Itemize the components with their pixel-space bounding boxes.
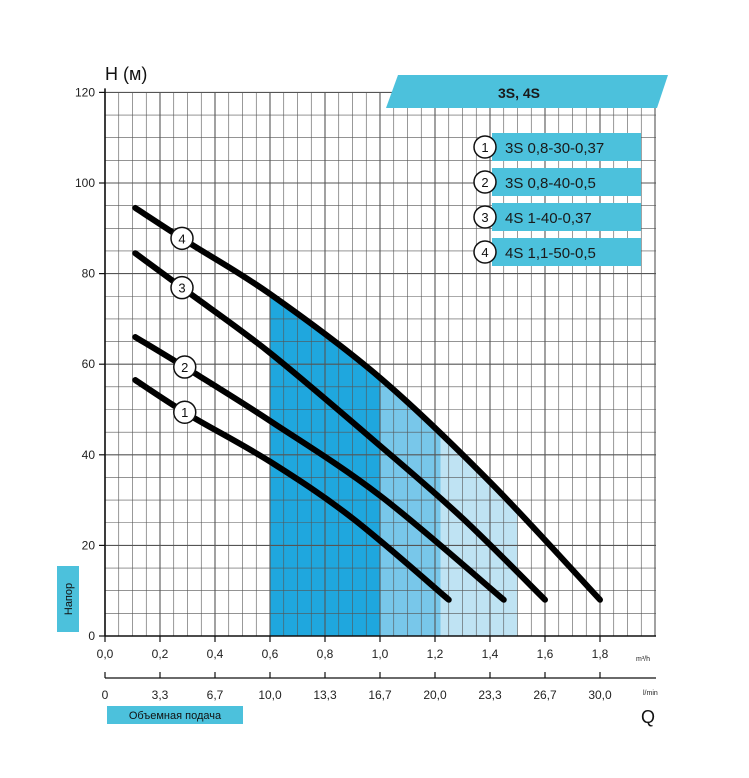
y-tick-label: 0 bbox=[88, 629, 95, 643]
legend-marker-label-3: 3 bbox=[481, 210, 488, 225]
x-ticks-secondary-group: 0 3,3 6,7 10,0 13,3 16,7 20,0 23,3 26,7 30,0 bbox=[102, 672, 612, 702]
x-unit-secondary: l/min bbox=[643, 690, 658, 697]
x-tick-label-secondary: 30,0 bbox=[588, 688, 612, 702]
legend-marker-2 bbox=[473, 170, 497, 194]
y-tick-label: 100 bbox=[75, 176, 95, 190]
curve-marker-1 bbox=[173, 400, 197, 424]
curve-markers-group: 1 2 3 4 bbox=[170, 226, 197, 424]
legend-label-2: 3S 0,8-40-0,5 bbox=[505, 175, 596, 192]
y-tick-label: 60 bbox=[82, 357, 96, 371]
legend-box-4 bbox=[492, 238, 641, 266]
legend-marker-label-2: 2 bbox=[481, 175, 488, 190]
legend-marker-1 bbox=[473, 135, 497, 159]
x-tick-label-secondary: 3,3 bbox=[152, 688, 169, 702]
title-banner bbox=[386, 75, 668, 108]
curve-marker-label-3: 3 bbox=[178, 281, 185, 296]
x-tick-label: 1,0 bbox=[372, 647, 389, 661]
x-tick-label: 0,8 bbox=[317, 647, 334, 661]
y-tick-label: 20 bbox=[82, 538, 96, 552]
legend-marker-label-1: 1 bbox=[481, 140, 488, 155]
y-tick-label: 40 bbox=[82, 448, 96, 462]
x-tick-label-secondary: 20,0 bbox=[423, 688, 447, 702]
legend-box-2 bbox=[492, 168, 641, 196]
x-axis-tag: Объемная подача bbox=[129, 710, 222, 722]
legend-box-3 bbox=[492, 203, 641, 231]
x-unit-primary: m³/h bbox=[636, 656, 650, 663]
legend-marker-label-4: 4 bbox=[481, 245, 488, 260]
y-axis-title: H (м) bbox=[105, 64, 147, 84]
legend-label-4: 4S 1,1-50-0,5 bbox=[505, 245, 596, 262]
curve-marker-3 bbox=[170, 275, 194, 300]
x-tick-label: 1,4 bbox=[482, 647, 499, 661]
curve-marker-4 bbox=[170, 226, 194, 251]
y-side-tag: Напор bbox=[63, 583, 75, 615]
legend-label-3: 4S 1-40-0,37 bbox=[505, 210, 592, 227]
curve-marker-label-4: 4 bbox=[178, 231, 185, 246]
y-tick-label: 80 bbox=[82, 267, 96, 281]
y-tick-label: 120 bbox=[75, 85, 95, 99]
x-tick-label-secondary: 13,3 bbox=[313, 688, 337, 702]
curve-marker-2 bbox=[173, 355, 197, 379]
x-tick-label-secondary: 0 bbox=[102, 688, 109, 702]
x-tick-label-secondary: 26,7 bbox=[533, 688, 557, 702]
x-tick-label: 1,6 bbox=[537, 647, 554, 661]
x-tick-label: 0,4 bbox=[207, 647, 224, 661]
x-tick-label: 1,2 bbox=[427, 647, 444, 661]
x-tick-label: 0,6 bbox=[262, 647, 279, 661]
legend-box-1 bbox=[492, 133, 641, 161]
x-ticks-primary-group: 0,0 0,2 0,4 0,6 0,8 1,0 1,2 1,4 1,6 1,8 bbox=[97, 636, 609, 661]
legend-marker-3 bbox=[473, 205, 497, 229]
x-tick-label-secondary: 6,7 bbox=[207, 688, 224, 702]
y-ticks-group: 0 20 40 60 80 100 120 bbox=[75, 85, 105, 643]
x-tick-label-secondary: 10,0 bbox=[258, 688, 282, 702]
curve-marker-label-2: 2 bbox=[181, 360, 188, 375]
legend-group: 1 3S 0,8-30-0,37 2 3S 0,8-40-0,5 3 4S 1-40-0,… bbox=[473, 133, 641, 266]
x-tick-label-secondary: 23,3 bbox=[478, 688, 502, 702]
curve-marker-label-1: 1 bbox=[181, 405, 188, 420]
x-tick-label: 0,2 bbox=[152, 647, 169, 661]
x-tick-label-secondary: 16,7 bbox=[368, 688, 392, 702]
x-tick-label: 1,8 bbox=[592, 647, 609, 661]
x-axis-symbol: Q bbox=[641, 707, 655, 727]
y-side-tag-box bbox=[57, 566, 79, 632]
x-axis-tag-box bbox=[107, 706, 243, 724]
x-tick-label: 0,0 bbox=[97, 647, 114, 661]
chart-title: 3S, 4S bbox=[498, 85, 540, 101]
legend-label-1: 3S 0,8-30-0,37 bbox=[505, 140, 604, 157]
legend-marker-4 bbox=[473, 240, 497, 264]
